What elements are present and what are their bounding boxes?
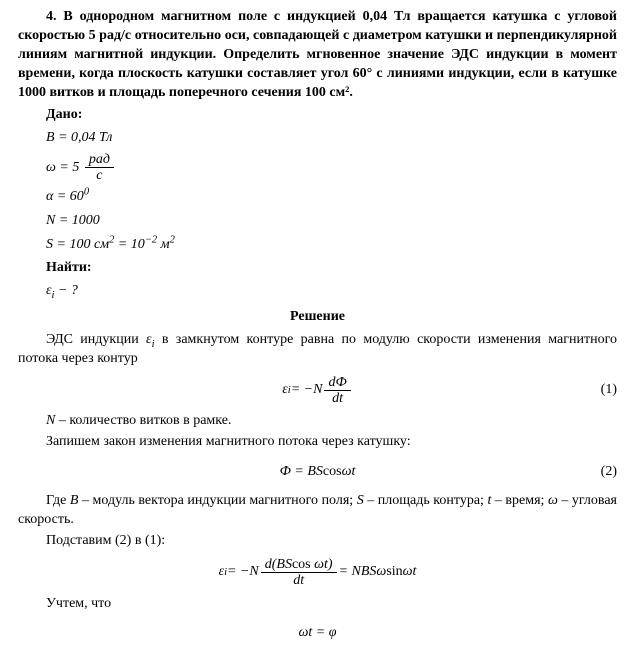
eq3-den: dt <box>261 573 337 588</box>
eq1-lhs: ε <box>282 381 288 400</box>
find-block: εi − ? <box>18 280 617 302</box>
eq-omega: = 5 <box>56 160 83 175</box>
eq3-mid: = −N <box>227 563 259 582</box>
p1-a: ЭДС индукции <box>46 332 146 347</box>
eq2-b: cos <box>323 463 342 482</box>
sup3-S: 2 <box>170 235 175 246</box>
given-B: B = 0,04 Тл <box>46 127 617 149</box>
p2-a: N <box>46 413 55 428</box>
para-2: N – количество витков в рамке. <box>18 412 617 431</box>
para-5: Подставим (2) в (1): <box>18 532 617 551</box>
eq3-frac: d(BScos ωt)dt <box>261 557 337 589</box>
given-alpha: α = 600 <box>46 186 617 208</box>
p4-w: ω <box>548 493 558 508</box>
sym-B: B <box>46 130 55 145</box>
omega-den: с <box>85 168 114 183</box>
problem-statement: 4. В однородном магнитном поле с индукци… <box>18 8 617 102</box>
sup2-S: −2 <box>145 235 157 246</box>
tail-eps: − ? <box>54 283 77 298</box>
given-N: N = 1000 <box>46 210 617 232</box>
find-label: Найти: <box>18 259 617 278</box>
equation-3: εi = −N d(BScos ωt)dt = NBSωsin ωt <box>18 557 617 589</box>
given-S: S = 100 см2 = 10−2 м2 <box>46 234 617 256</box>
sym-S: S <box>46 237 53 252</box>
p4-b: – модуль вектора индукции магнитного пол… <box>78 493 356 508</box>
eq-S: = 100 <box>53 237 94 252</box>
eq3-content: εi = −N d(BScos ωt)dt = NBSωsin ωt <box>219 557 417 589</box>
eq1-number: (1) <box>601 381 617 400</box>
p4-S: S <box>357 493 364 508</box>
find-epsilon: εi − ? <box>46 280 617 302</box>
eq-N: = 1000 <box>55 213 99 228</box>
para-1: ЭДС индукции εi в замкнутом контуре равн… <box>18 331 617 369</box>
p4-c: – площадь контура; <box>364 493 488 508</box>
given-omega: ω = 5 радс <box>46 152 617 184</box>
eq1-frac: dФdt <box>324 375 350 407</box>
unit2-S: м <box>157 237 169 252</box>
eq2-a: Ф = BS <box>280 463 323 482</box>
equation-4: ωt = φ <box>18 620 617 648</box>
eq-alpha: = 60 <box>53 189 83 204</box>
eq3-rhs-b: sin <box>386 563 402 582</box>
p4-d: – время; <box>491 493 548 508</box>
eq1-mid: = −N <box>291 381 323 400</box>
eq2-number: (2) <box>601 463 617 482</box>
para-3: Запишем закон изменения магнитного поток… <box>18 433 617 452</box>
eq3-rhs-a: = NBSω <box>339 563 387 582</box>
eq1-den: dt <box>324 391 350 406</box>
sym-N: N <box>46 213 55 228</box>
equation-1: εi = −N dФdt (1) <box>18 375 617 407</box>
given-label: Дано: <box>18 106 617 125</box>
eq2-c: ωt <box>342 463 356 482</box>
eq-B: = 0,04 <box>55 130 99 145</box>
eq2-S: = 10 <box>114 237 144 252</box>
eq4-content: ωt = φ <box>299 624 337 643</box>
eq3-rhs-c: ωt <box>403 563 417 582</box>
eq1-num: dФ <box>324 375 350 391</box>
frac-omega: радс <box>85 152 114 184</box>
given-block: B = 0,04 Тл ω = 5 радс α = 600 N = 1000 … <box>18 127 617 256</box>
para-4: Где B – модуль вектора индукции магнитно… <box>18 492 617 530</box>
eq1-content: εi = −N dФdt <box>282 375 352 407</box>
solution-title: Решение <box>18 308 617 327</box>
unit-B: Тл <box>99 130 112 145</box>
sup-alpha: 0 <box>84 186 89 197</box>
problem-number: 4. <box>46 9 57 24</box>
unit1-S: см <box>94 237 109 252</box>
para-6: Учтем, что <box>18 595 617 614</box>
eq2-content: Ф = BScos ωt <box>280 463 356 482</box>
sym-omega: ω <box>46 160 56 175</box>
p4-a: Где <box>46 493 70 508</box>
equation-2: Ф = BScos ωt (2) <box>18 458 617 486</box>
eq3-num: d(BScos ωt) <box>261 557 337 573</box>
p2-b: – количество витков в рамке. <box>55 413 231 428</box>
problem-text: В однородном магнитном поле с индукцией … <box>18 9 617 100</box>
omega-num: рад <box>85 152 114 168</box>
